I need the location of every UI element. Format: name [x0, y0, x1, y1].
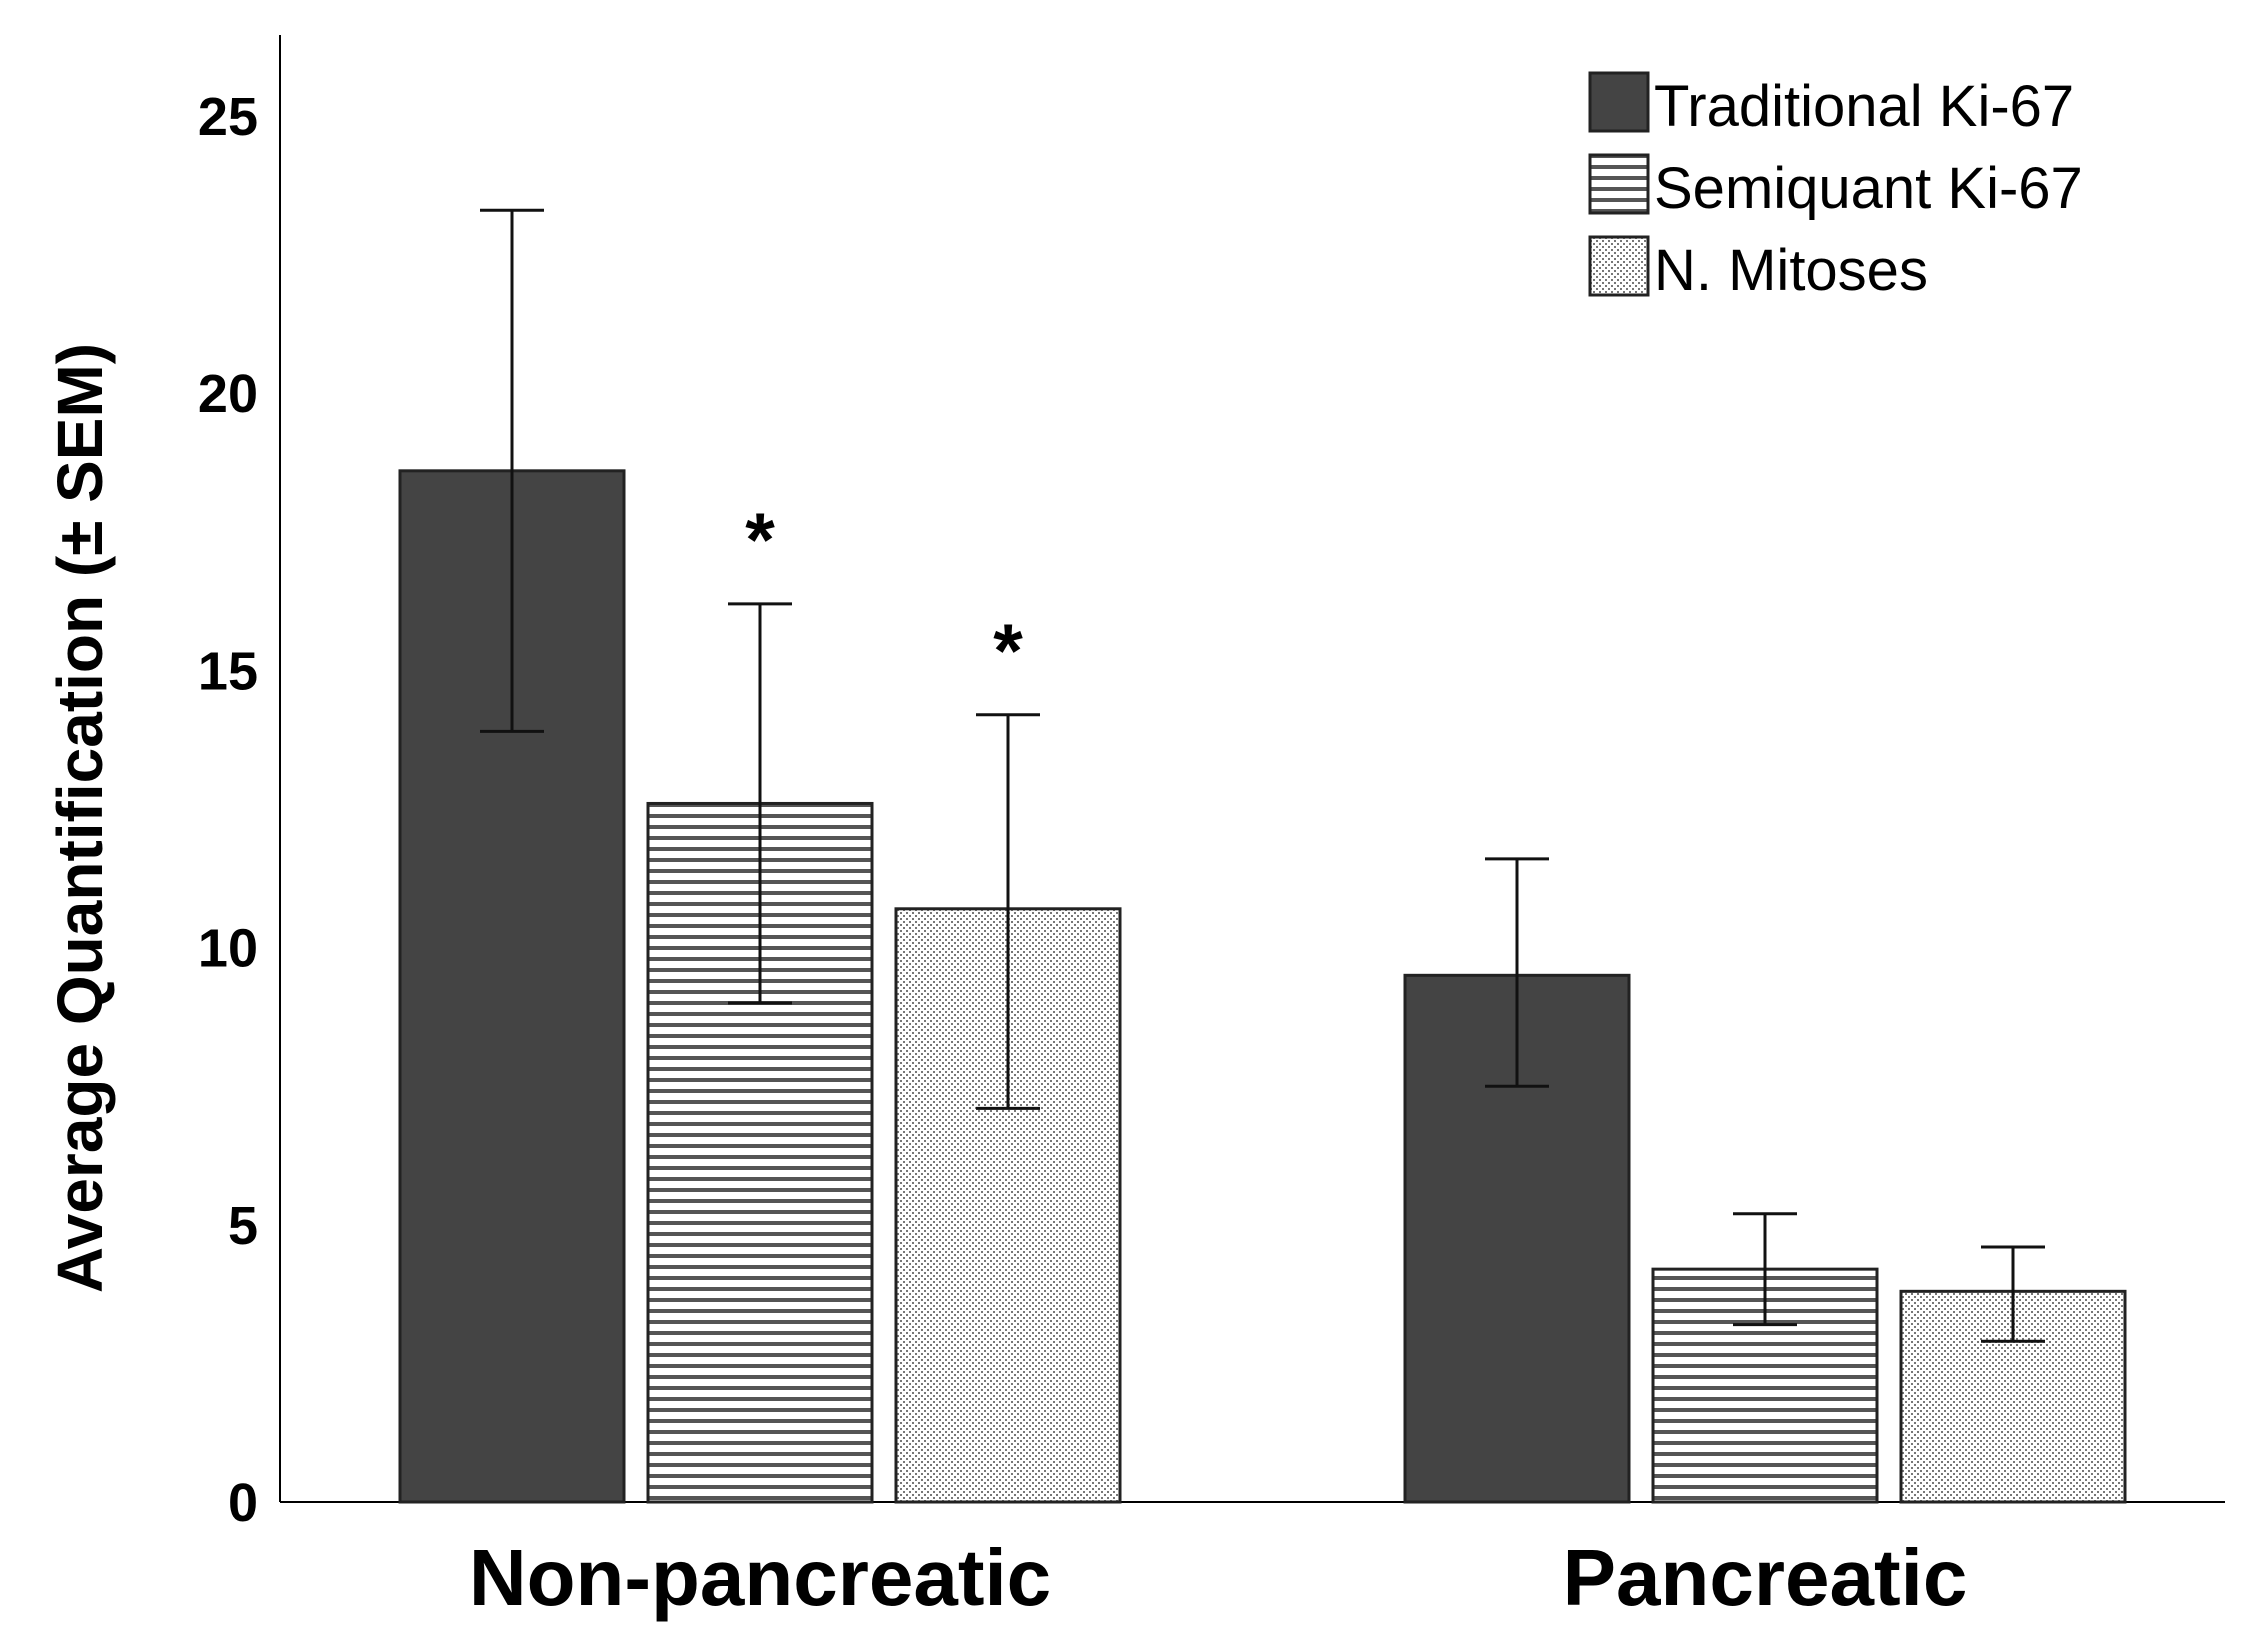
legend-label: Semiquant Ki-67 — [1654, 156, 2083, 221]
x-tick-label: Pancreatic — [1563, 1533, 1968, 1622]
legend-label: Traditional Ki-67 — [1654, 74, 2074, 139]
y-tick-label: 20 — [198, 364, 258, 424]
y-tick-label: 15 — [198, 641, 258, 701]
significance-star: * — [745, 498, 775, 583]
y-axis: 0 5 10 15 20 25 — [198, 35, 281, 1533]
y-tick-label: 10 — [198, 919, 258, 979]
x-axis: Non-pancreatic Pancreatic — [280, 1501, 2225, 1622]
y-tick-label: 25 — [198, 87, 258, 147]
significance-star: * — [993, 609, 1023, 694]
legend-swatch — [1588, 235, 1650, 297]
y-tick-label: 0 — [228, 1473, 258, 1533]
y-axis-label: Average Quantification (± SEM) — [44, 343, 116, 1293]
legend-label: N. Mitoses — [1654, 238, 1928, 303]
bars — [398, 469, 2127, 1504]
legend-swatch — [1588, 153, 1650, 215]
y-tick-label: 5 — [228, 1196, 258, 1256]
significance-markers: ** — [745, 498, 1023, 694]
error-bars — [480, 208, 2045, 1343]
x-tick-label: Non-pancreatic — [469, 1533, 1051, 1622]
legend: Traditional Ki-67 Semiquant Ki-67 N. Mitos… — [1588, 71, 2083, 303]
legend-swatch — [1588, 71, 1650, 133]
